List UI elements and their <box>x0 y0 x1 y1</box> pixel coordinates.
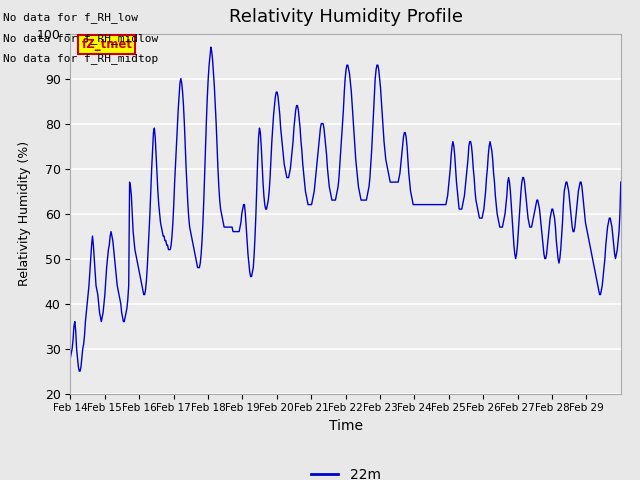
Legend: 22m: 22m <box>305 462 386 480</box>
Text: No data for f_RH_midtop: No data for f_RH_midtop <box>3 53 159 64</box>
X-axis label: Time: Time <box>328 419 363 433</box>
Text: No data for f_RH_low: No data for f_RH_low <box>3 12 138 23</box>
Title: Relativity Humidity Profile: Relativity Humidity Profile <box>228 9 463 26</box>
Text: No data for f_RH_midlow: No data for f_RH_midlow <box>3 33 159 44</box>
Text: fZ_tmet: fZ_tmet <box>81 38 132 51</box>
Y-axis label: Relativity Humidity (%): Relativity Humidity (%) <box>19 141 31 286</box>
